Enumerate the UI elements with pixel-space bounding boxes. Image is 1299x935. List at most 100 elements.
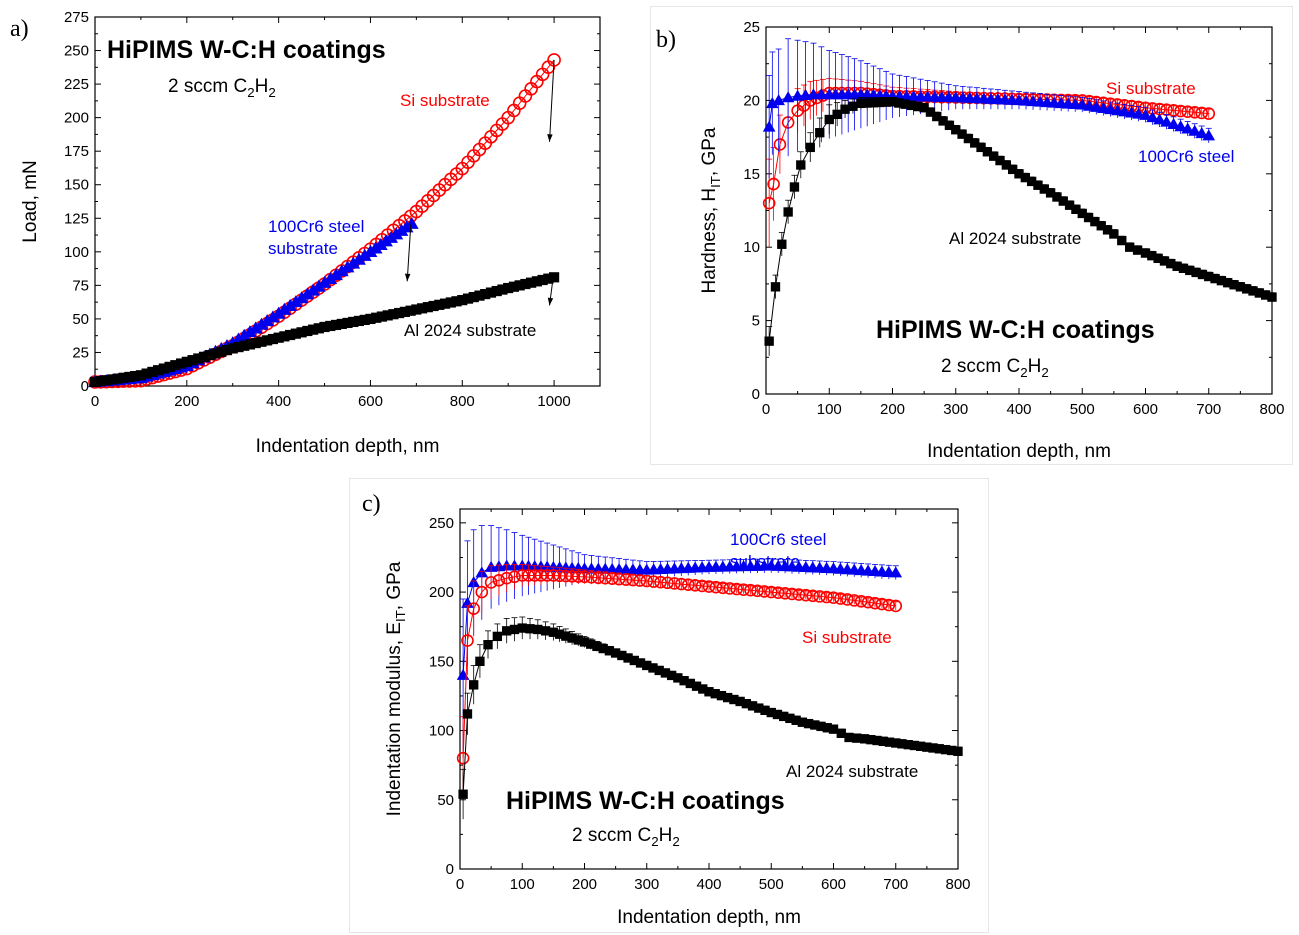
data-point-al bbox=[514, 280, 525, 291]
unloading-arrow-steel-head bbox=[404, 273, 411, 282]
data-point-al bbox=[417, 303, 428, 314]
modulus-depth-chart: 0 100 200 300 400 500 600 700 800 0 50 100 150 200 250… bbox=[362, 491, 971, 928]
y-tick-label: 50 bbox=[72, 311, 89, 328]
data-point-al bbox=[371, 312, 382, 323]
chart-title: HiPIMS W-C:H coatings bbox=[506, 787, 785, 815]
data-point-si bbox=[875, 597, 889, 611]
data-point-si bbox=[522, 569, 535, 582]
data-point-al bbox=[919, 103, 929, 113]
data-point-al bbox=[844, 732, 854, 743]
data-point-al bbox=[198, 351, 210, 362]
data-point-al bbox=[796, 160, 806, 170]
data-point-al bbox=[439, 298, 451, 309]
data-point-al bbox=[531, 276, 542, 287]
data-point-si bbox=[467, 602, 480, 615]
data-point-si bbox=[792, 588, 806, 601]
data-point-si bbox=[605, 572, 619, 585]
data-point-al bbox=[970, 138, 980, 148]
annotation-si: Si substrate bbox=[400, 91, 490, 110]
x-axis-label: Indentation depth, nm bbox=[927, 441, 1111, 462]
data-point-al bbox=[135, 370, 147, 381]
load-depth-chart: 0 200 400 600 800 1000 0 25 50 75 100 125 150 175 200 2… bbox=[10, 9, 601, 457]
x-tick-label: 600 bbox=[821, 876, 846, 893]
data-point-al bbox=[925, 107, 936, 117]
data-point-si bbox=[778, 587, 792, 600]
data-point-al bbox=[256, 336, 267, 347]
data-point-al bbox=[101, 375, 112, 386]
data-point-al bbox=[586, 639, 596, 649]
data-point-al bbox=[520, 278, 531, 290]
data-point-al bbox=[376, 311, 388, 322]
panel-label: c) bbox=[362, 491, 381, 517]
data-point-al bbox=[982, 147, 993, 157]
chart-panel-b: 0 100 200 300 400 500 600 700 800 0 5 10 15 20 25 b) HiP… bbox=[650, 6, 1293, 465]
data-point-al bbox=[840, 104, 850, 114]
data-point-si bbox=[484, 576, 498, 589]
data-point-al bbox=[976, 142, 986, 153]
data-point-steel bbox=[317, 275, 332, 288]
data-point-steel bbox=[254, 317, 269, 330]
data-point-al bbox=[810, 720, 820, 730]
data-point-al bbox=[940, 744, 951, 755]
data-point-al bbox=[1159, 256, 1170, 266]
data-point-steel bbox=[237, 328, 252, 341]
y-tick-label: 200 bbox=[429, 584, 454, 601]
x-tick-label: 0 bbox=[456, 876, 464, 893]
data-point-al bbox=[525, 624, 535, 634]
data-point-al bbox=[457, 295, 468, 306]
unloading-arrow-steel bbox=[406, 223, 412, 282]
data-point-al bbox=[537, 274, 548, 286]
annotation-steel: 100Cr6 steel bbox=[1138, 147, 1234, 166]
data-point-al bbox=[897, 739, 907, 749]
data-point-steel bbox=[340, 260, 355, 273]
y-tick-label: 200 bbox=[64, 110, 89, 127]
data-point-steel bbox=[772, 94, 785, 106]
data-point-al bbox=[875, 97, 885, 108]
data-point-al bbox=[1102, 225, 1113, 235]
y-tick-label: 225 bbox=[64, 76, 89, 93]
data-point-al bbox=[1229, 280, 1239, 290]
data-point-al bbox=[666, 670, 677, 681]
data-point-al bbox=[729, 694, 739, 705]
x-tick-label: 600 bbox=[1133, 401, 1158, 418]
chart-panel-c: 0 100 200 300 400 500 600 700 800 0 50 100 150 200 250… bbox=[349, 478, 989, 933]
data-point-al bbox=[932, 111, 942, 122]
data-point-al bbox=[815, 128, 825, 138]
data-point-al bbox=[124, 371, 135, 383]
chart-subtitle: 2 sccm C2H2 bbox=[572, 825, 680, 849]
x-tick-label: 200 bbox=[572, 876, 597, 893]
annotation-al: Al 2024 substrate bbox=[949, 229, 1081, 248]
data-point-al bbox=[900, 99, 910, 109]
hardness-depth-chart: 0 100 200 300 400 500 600 700 800 0 5 10 15 20 25 b) HiP… bbox=[656, 19, 1285, 462]
annotation-si: Si substrate bbox=[802, 628, 892, 647]
data-point-al bbox=[491, 285, 502, 297]
data-point-al bbox=[540, 626, 551, 636]
y-tick-label: 250 bbox=[64, 43, 89, 60]
data-point-si bbox=[456, 751, 470, 765]
data-point-al bbox=[953, 746, 963, 756]
data-point-al bbox=[451, 296, 462, 307]
data-point-steel bbox=[265, 310, 280, 323]
data-point-steel bbox=[1167, 117, 1180, 129]
data-point-al bbox=[279, 331, 290, 342]
x-tick-label: 400 bbox=[266, 393, 291, 410]
data-point-si bbox=[834, 592, 847, 605]
data-point-si bbox=[758, 585, 771, 598]
data-point-al bbox=[747, 701, 758, 711]
x-tick-label: 0 bbox=[762, 401, 770, 418]
data-point-si bbox=[626, 573, 640, 587]
annotation-steel: 100Cr6 steel bbox=[268, 217, 364, 236]
data-point-al bbox=[567, 633, 577, 643]
y-tick-label: 15 bbox=[743, 166, 760, 183]
data-point-al bbox=[394, 307, 405, 319]
data-point-si bbox=[661, 576, 674, 590]
data-point-al bbox=[1014, 169, 1024, 179]
data-point-al bbox=[1261, 290, 1271, 300]
data-point-si bbox=[1195, 106, 1209, 120]
data-point-al bbox=[233, 341, 244, 353]
data-point-al bbox=[1204, 271, 1214, 282]
data-point-al bbox=[1052, 192, 1062, 202]
data-point-al bbox=[1147, 251, 1157, 261]
data-point-al bbox=[561, 631, 571, 641]
data-point-si bbox=[461, 634, 474, 647]
